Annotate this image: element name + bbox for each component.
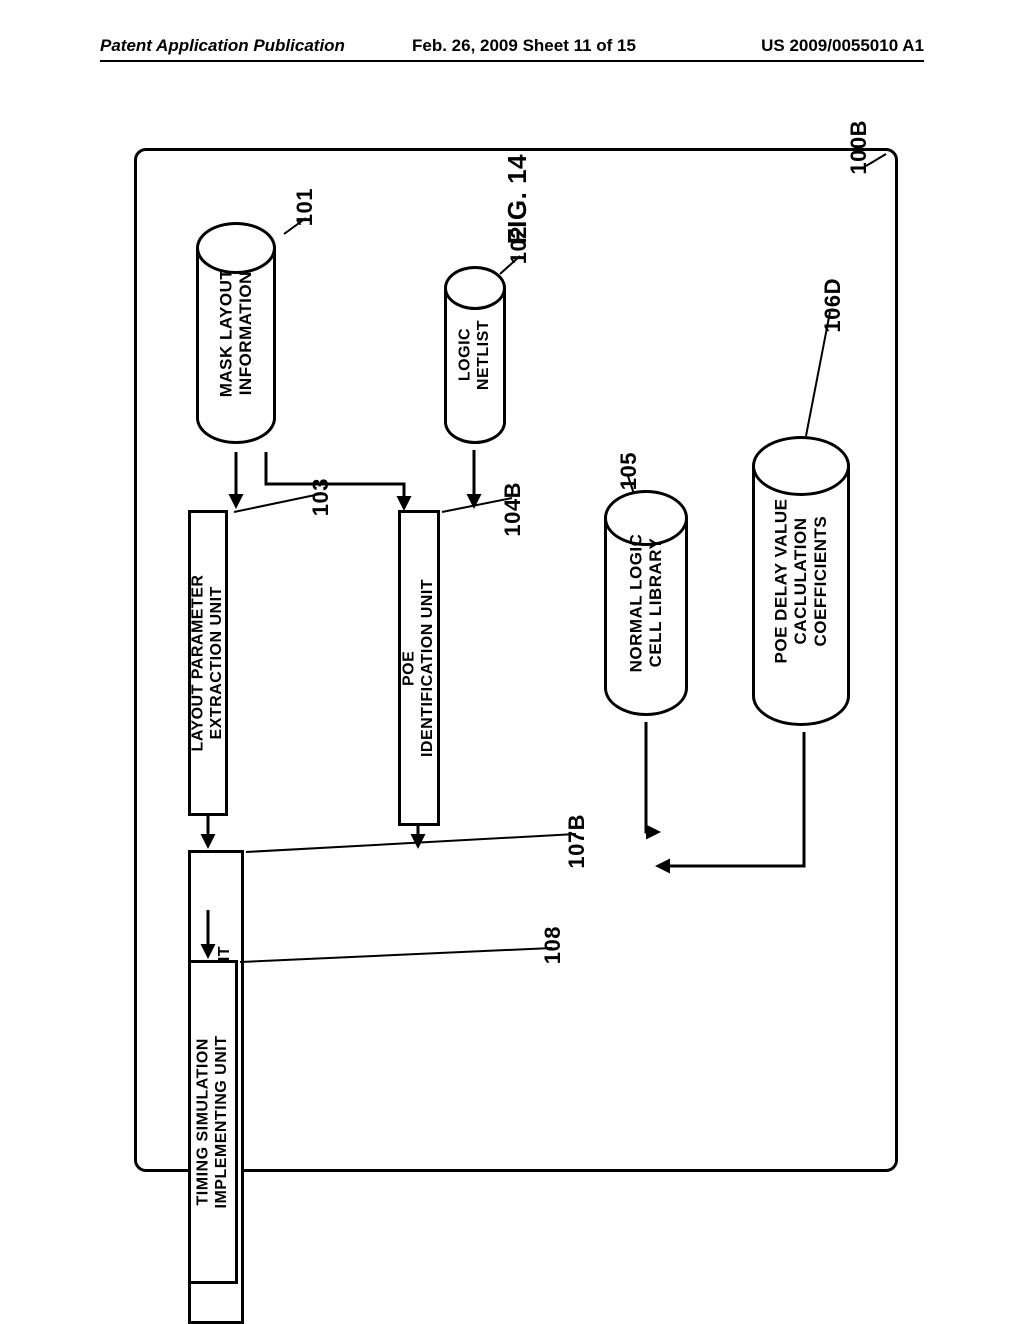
mask-layout-cylinder: MASK LAYOUT INFORMATION: [196, 222, 276, 444]
ref-105: 105: [616, 452, 642, 490]
poe-delay-coeff-cylinder-label: POE DELAY VALUE CACLULATION COEFFICIENTS: [772, 499, 831, 664]
timing-simulation-unit: TIMING SIMULATION IMPLEMENTING UNIT: [188, 960, 238, 1284]
normal-logic-lib-cylinder: NORMAL LOGIC CELL LIBRARY: [604, 490, 688, 716]
timing-simulation-unit-label: TIMING SIMULATION IMPLEMENTING UNIT: [195, 1036, 232, 1209]
diagram-area: FIG. 14MASK LAYOUT INFORMATIONLOGIC NETL…: [104, 140, 924, 1180]
poe-delay-coeff-cylinder: POE DELAY VALUE CACLULATION COEFFICIENTS: [752, 436, 850, 726]
ref-102: 102: [506, 226, 532, 264]
header-rule: [100, 60, 924, 62]
ref-101: 101: [292, 188, 318, 226]
ref-103: 103: [308, 478, 334, 516]
ref-107B: 107B: [564, 814, 590, 869]
header-publication: Patent Application Publication: [100, 36, 345, 56]
poe-identification-unit: POE IDENTIFICATION UNIT: [398, 510, 440, 826]
ref-100B: 100B: [846, 120, 872, 175]
logic-netlist-cylinder: LOGIC NETLIST: [444, 266, 506, 444]
normal-logic-lib-cylinder-label: NORMAL LOGIC CELL LIBRARY: [626, 534, 665, 673]
page: Patent Application Publication Feb. 26, …: [0, 0, 1024, 1320]
header-sheet: Feb. 26, 2009 Sheet 11 of 15: [412, 36, 636, 56]
mask-layout-cylinder-label: MASK LAYOUT INFORMATION: [216, 269, 255, 398]
header-patent-number: US 2009/0055010 A1: [761, 36, 924, 56]
layout-parameter-extraction-unit: LAYOUT PARAMETER EXTRACTION UNIT: [188, 510, 228, 816]
ref-104B: 104B: [500, 482, 526, 537]
ref-108: 108: [540, 926, 566, 964]
layout-parameter-extraction-unit-label: LAYOUT PARAMETER EXTRACTION UNIT: [190, 575, 227, 752]
poe-identification-unit-label: POE IDENTIFICATION UNIT: [401, 579, 438, 757]
ref-106D: 106D: [820, 278, 846, 333]
logic-netlist-cylinder-label: LOGIC NETLIST: [457, 320, 494, 390]
